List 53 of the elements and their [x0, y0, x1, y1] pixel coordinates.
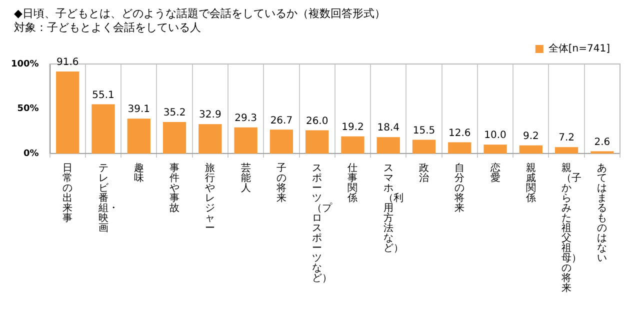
data-label: 55.1 — [92, 90, 114, 101]
bar — [519, 145, 542, 154]
chart-title: ◆日頃、子どもとは、どのような話題で会話をしているか（複数回答形式） — [14, 6, 386, 21]
data-label: 32.9 — [199, 110, 222, 121]
data-label: 12.6 — [448, 128, 471, 139]
data-label: 35.2 — [163, 108, 186, 119]
data-label: 9.2 — [522, 130, 539, 142]
legend-label: 全体[n=741] — [548, 42, 610, 55]
data-label: 26.0 — [306, 116, 328, 127]
data-label: 91.6 — [56, 57, 79, 68]
bar — [484, 144, 507, 154]
y-tick-label: 50% — [17, 104, 39, 114]
data-label: 2.6 — [594, 136, 610, 148]
bar — [92, 104, 115, 154]
chart-subtitle: 対象：子どもとよく会話をしている人 — [14, 20, 201, 35]
bar — [198, 124, 222, 154]
x-tick-label: 自分の将来 — [454, 163, 465, 214]
bar — [162, 122, 186, 154]
category-label: あてはまるものはない — [597, 163, 608, 264]
x-tick-label: 事件や事故 — [170, 163, 180, 214]
data-label: 26.7 — [270, 115, 293, 126]
x-tick-label: 子の将来 — [276, 163, 286, 204]
data-label: 19.2 — [342, 122, 364, 133]
bar — [412, 140, 436, 154]
bar — [448, 142, 472, 154]
data-label: 15.5 — [412, 125, 436, 136]
bar — [341, 136, 364, 154]
data-label: 7.2 — [558, 132, 574, 144]
bar — [376, 137, 400, 154]
category-label: 親（子からみた祖父祖母）の将来 — [562, 163, 582, 294]
x-tick-label: 親戚関係 — [526, 163, 536, 204]
bar — [306, 130, 329, 154]
y-tick-label: 0% — [24, 148, 39, 159]
bar — [270, 130, 294, 154]
y-tick-label: 100% — [10, 59, 39, 70]
x-tick-label: 趣味 — [134, 163, 144, 184]
category-label: スポーツ（プロスポーツなど） — [312, 163, 332, 284]
x-tick-label: 芸能人 — [240, 163, 251, 194]
data-label: 29.3 — [234, 112, 257, 124]
data-label: 39.1 — [128, 104, 150, 116]
bar — [234, 127, 258, 154]
bar — [554, 147, 578, 154]
bar — [56, 72, 80, 154]
data-label: 10.0 — [484, 130, 506, 142]
x-tick-label: 日常の出来事 — [62, 163, 73, 224]
x-tick-label: テレビ番組・映画 — [98, 163, 118, 234]
x-tick-label: 旅行やレジャー — [205, 163, 216, 234]
data-label: 18.4 — [377, 122, 400, 134]
category-label: スマホ（利用方法など） — [383, 163, 404, 254]
x-tick-label: 政治 — [418, 163, 429, 184]
bar — [127, 118, 150, 154]
x-tick-label: 恋愛 — [490, 163, 500, 184]
x-tick-label: 仕事関係 — [348, 163, 358, 204]
